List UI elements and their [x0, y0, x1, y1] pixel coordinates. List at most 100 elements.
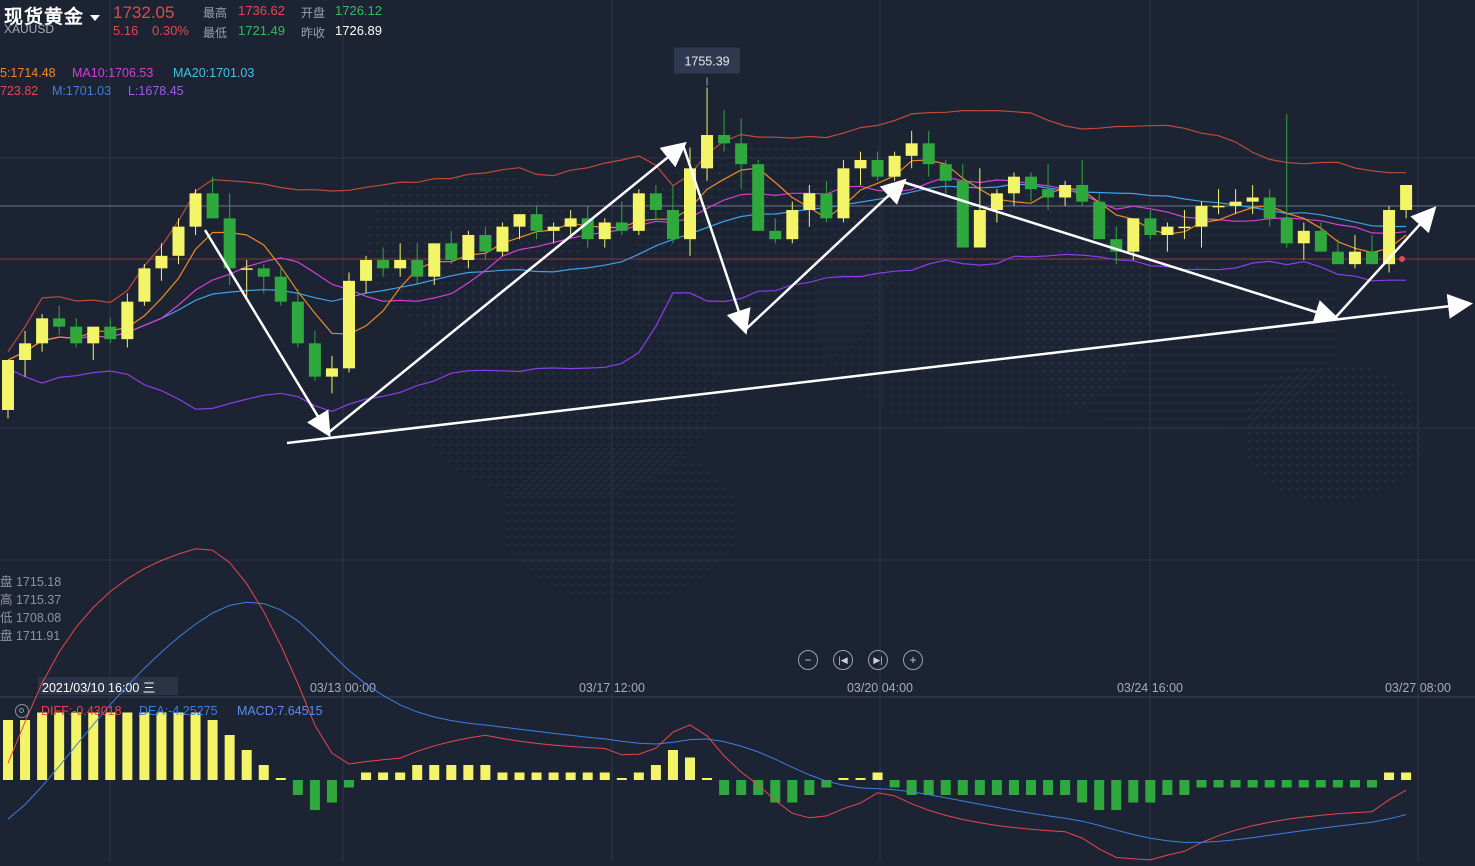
- trend-arrow: [205, 230, 328, 433]
- step-forward-button[interactable]: ▶|: [868, 650, 888, 670]
- macd-bar: [1384, 773, 1394, 781]
- macd-bar: [549, 773, 559, 781]
- macd-bar: [429, 765, 439, 780]
- candle-body: [138, 268, 150, 301]
- macd-bar: [208, 720, 218, 780]
- candle-body: [224, 218, 236, 268]
- candle-body: [803, 193, 815, 210]
- macd-bar: [71, 713, 81, 781]
- macd-bar: [804, 780, 814, 795]
- macd-bar: [992, 780, 1002, 795]
- candle-body: [377, 260, 389, 268]
- macd-bar: [941, 780, 951, 795]
- candle-body: [360, 260, 372, 281]
- candle-body: [190, 193, 202, 226]
- step-back-button[interactable]: |◀: [833, 650, 853, 670]
- candle-body: [53, 318, 65, 326]
- macd-bar: [1197, 780, 1207, 788]
- macd-bar: [1162, 780, 1172, 795]
- macd-bar: [293, 780, 303, 795]
- candle-body: [701, 135, 713, 168]
- macd-bar: [105, 713, 115, 781]
- macd-bar: [838, 778, 848, 780]
- candle-body: [496, 227, 508, 252]
- candle-body: [906, 143, 918, 156]
- candle-body: [531, 214, 543, 231]
- minus-icon: −: [804, 654, 811, 666]
- gear-icon[interactable]: [15, 704, 29, 718]
- candle-body: [275, 277, 287, 302]
- candle-body: [445, 243, 457, 260]
- macd-diff-value: DIFF:-0.43018: [41, 704, 122, 718]
- candle-body: [1332, 252, 1344, 265]
- macd-bar: [446, 765, 456, 780]
- macd-bar: [3, 720, 13, 780]
- low-label: 最低: [203, 24, 227, 41]
- zoom-out-button[interactable]: −: [798, 650, 818, 670]
- candle-body: [1178, 227, 1190, 229]
- macd-bar: [37, 713, 47, 781]
- candle-body: [889, 156, 901, 177]
- x-tick-label: 03/27 08:00: [1385, 681, 1451, 695]
- candle-body: [1298, 231, 1310, 244]
- candle-body: [633, 193, 645, 231]
- candle-body: [87, 327, 99, 344]
- candle-body: [923, 143, 935, 164]
- candle-body: [667, 210, 679, 239]
- candle-body: [940, 164, 952, 181]
- macd-bar: [259, 765, 269, 780]
- candle-body: [1093, 202, 1105, 240]
- macd-bar: [1043, 780, 1053, 795]
- macd-bar: [515, 773, 525, 781]
- skip-forward-icon: ▶|: [873, 656, 882, 665]
- macd-bar: [1248, 780, 1258, 788]
- candle-body: [1383, 210, 1395, 264]
- candle-body: [957, 181, 969, 248]
- candle-body: [837, 168, 849, 218]
- macd-bar: [685, 758, 695, 781]
- macd-bar: [310, 780, 320, 810]
- candle-body: [1161, 227, 1173, 235]
- macd-bar: [1077, 780, 1087, 803]
- macd-bar: [1111, 780, 1121, 810]
- open-label: 开盘: [301, 4, 325, 21]
- macd-bar: [463, 765, 473, 780]
- crosshair-high: 高 1715.37: [0, 589, 61, 608]
- candle-body: [548, 227, 560, 231]
- price-change-pct: 0.30%: [152, 23, 189, 38]
- macd-bar: [787, 780, 797, 803]
- macd-bar: [1026, 780, 1036, 795]
- macd-bar: [668, 750, 678, 780]
- macd-bar: [122, 713, 132, 781]
- candle-body: [104, 327, 116, 340]
- macd-bar: [600, 773, 610, 781]
- candle-body: [207, 193, 219, 218]
- high-value: 1736.62: [238, 3, 285, 18]
- prev-close-label: 昨收: [301, 24, 325, 41]
- macd-bar: [1265, 780, 1275, 788]
- candle-body: [855, 160, 867, 168]
- macd-hist-value: MACD:7.64515: [237, 704, 322, 718]
- candle-body: [258, 268, 270, 276]
- last-price-dot: [1399, 256, 1405, 262]
- macd-bar: [174, 713, 184, 781]
- candle-body: [326, 368, 338, 376]
- candle-body: [565, 218, 577, 226]
- open-value: 1726.12: [335, 3, 382, 18]
- macd-bar: [736, 780, 746, 795]
- zoom-in-button[interactable]: +: [903, 650, 923, 670]
- candle-body: [241, 268, 253, 270]
- candle-body: [121, 302, 133, 340]
- macd-bar: [1179, 780, 1189, 795]
- x-tick-label: 2021/03/10 16:00 三: [42, 681, 155, 695]
- macd-bar: [702, 778, 712, 780]
- candle-body: [1400, 185, 1412, 210]
- macd-bar: [1094, 780, 1104, 810]
- macd-bar: [1282, 780, 1292, 788]
- peak-label: 1755.39: [684, 55, 729, 69]
- macd-bar: [1333, 780, 1343, 788]
- chevron-down-icon[interactable]: [90, 15, 100, 21]
